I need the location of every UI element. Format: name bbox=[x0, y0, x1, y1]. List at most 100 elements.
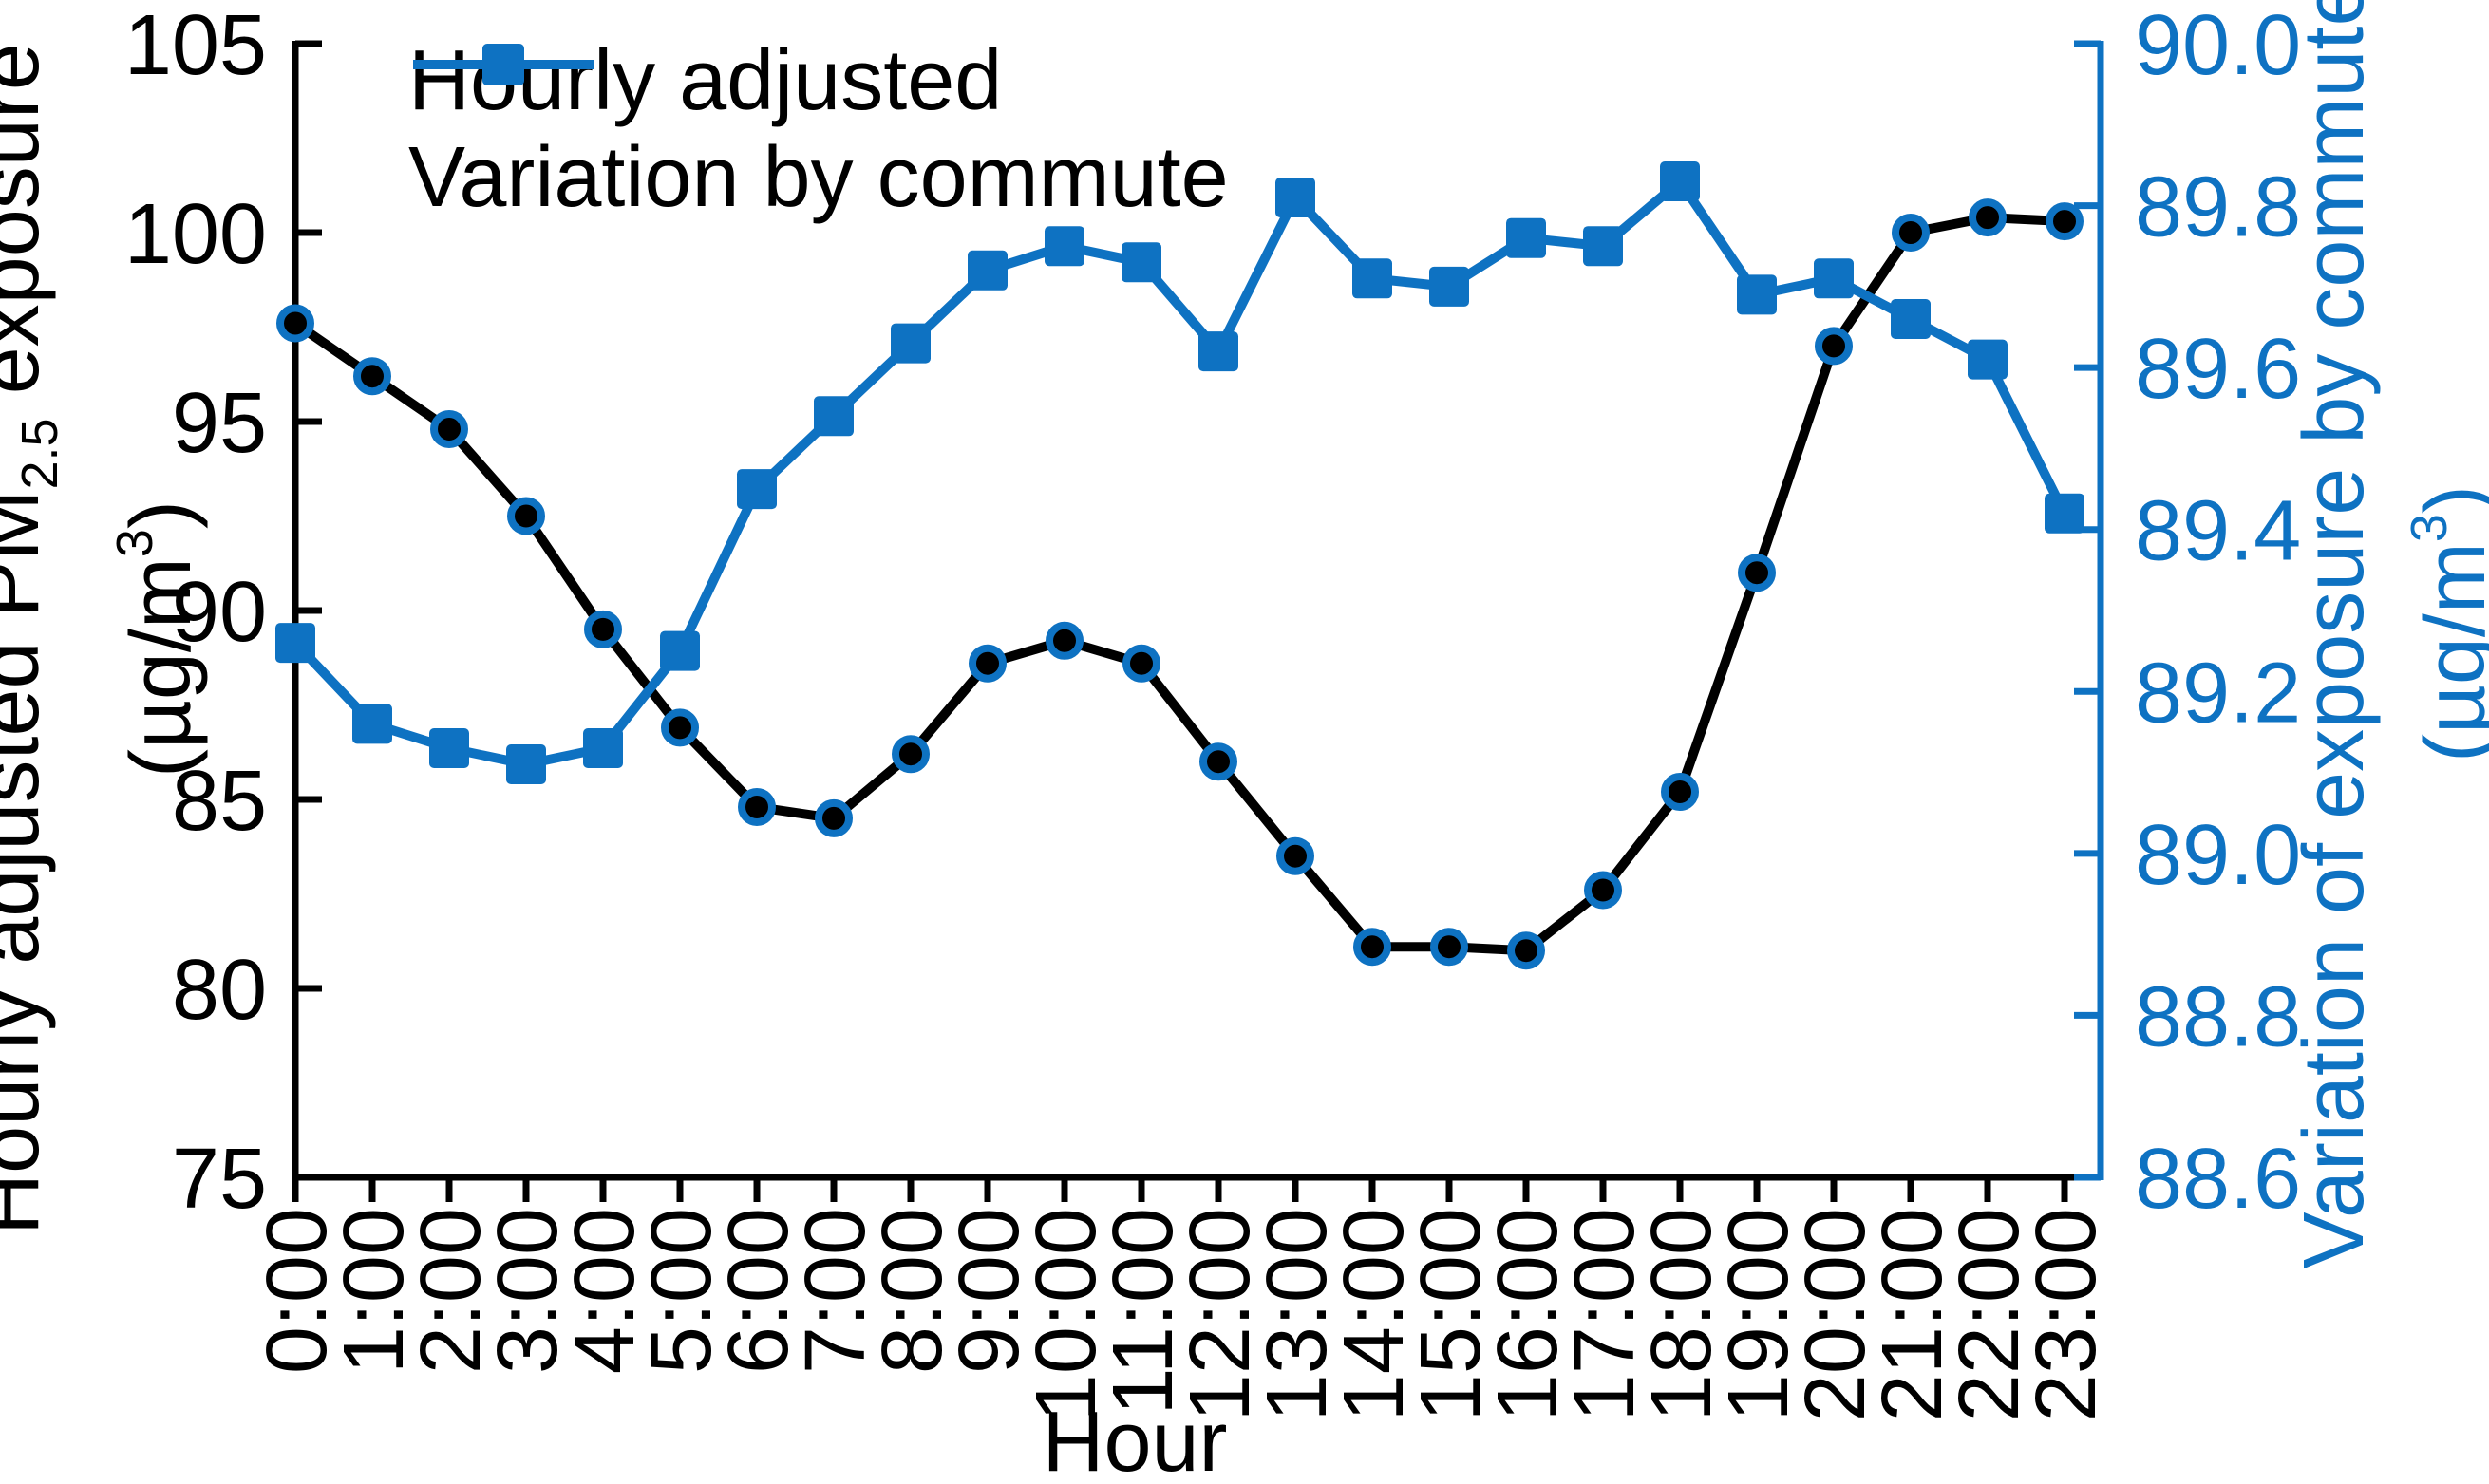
data-point-square bbox=[429, 728, 469, 768]
x-axis-tick-label: 22:00 bbox=[1942, 1208, 2037, 1421]
data-point-circle bbox=[1430, 928, 1468, 967]
right-axis-tick-label: 89.6 bbox=[2135, 322, 2301, 417]
right-axis-tick-label: 90.0 bbox=[2135, 0, 2301, 93]
x-axis-tick-label: 11:00 bbox=[1096, 1208, 1191, 1416]
left-axis-tick-label: 75 bbox=[172, 1132, 267, 1227]
data-point-circle bbox=[507, 497, 545, 535]
data-point-square bbox=[660, 630, 700, 671]
x-axis-tick-label: 3:00 bbox=[481, 1208, 575, 1374]
left-axis-tick-label: 80 bbox=[172, 943, 267, 1038]
data-point-square bbox=[737, 469, 777, 510]
left-axis-tick-label: 95 bbox=[172, 376, 267, 471]
data-point-square bbox=[506, 744, 546, 784]
data-point-square bbox=[1045, 226, 1084, 267]
data-point-circle bbox=[1892, 214, 1930, 252]
data-point-circle bbox=[1815, 327, 1853, 366]
right-axis-tick-label: 89.4 bbox=[2135, 484, 2301, 579]
left-axis-tick-label: 90 bbox=[172, 565, 267, 660]
x-axis-tick-label: 19:00 bbox=[1711, 1208, 1806, 1421]
right-axis-title: Variation of exposure by commute (µg/m3) bbox=[2287, 0, 2489, 1336]
left-axis-title: Hourly adjusted PM2.5 exposure (µg/m3) bbox=[0, 0, 209, 1351]
data-point-circle bbox=[738, 788, 776, 826]
legend-item-variation-by-commute: Variation by commute bbox=[408, 44, 1229, 225]
x-axis-tick-label: 5:00 bbox=[634, 1208, 729, 1374]
data-point-circle bbox=[2046, 202, 2084, 241]
data-point-square bbox=[2045, 493, 2084, 534]
data-point-circle bbox=[1122, 644, 1160, 683]
data-point-square bbox=[1814, 258, 1854, 299]
right-axis-tick-label: 89.8 bbox=[2135, 160, 2301, 255]
data-point-circle bbox=[1738, 554, 1776, 592]
hourly-adjusted-line bbox=[291, 213, 2069, 956]
right-axis-tick-label: 88.6 bbox=[2135, 1132, 2301, 1227]
x-axis-tick-label: 9:00 bbox=[942, 1208, 1037, 1374]
right-axis-tick-label: 88.8 bbox=[2135, 969, 2301, 1064]
left-axis-tick-label: 105 bbox=[124, 0, 267, 93]
data-point-square bbox=[1891, 299, 1931, 339]
legend: Hourly adjusted Variation by commute bbox=[408, 33, 1229, 225]
data-point-circle bbox=[1584, 871, 1622, 910]
legend-label: Variation by commute bbox=[408, 129, 1229, 225]
right-axis-tick-label: 89.2 bbox=[2135, 646, 2301, 741]
data-point-square bbox=[968, 250, 1008, 291]
x-axis-tick-label: 18:00 bbox=[1634, 1208, 1729, 1421]
x-axis-tick-label: 8:00 bbox=[865, 1208, 960, 1374]
data-point-square bbox=[583, 728, 623, 768]
data-point-square bbox=[1506, 217, 1546, 258]
x-axis-tick-label: 1:00 bbox=[327, 1208, 422, 1374]
data-point-circle bbox=[584, 610, 622, 648]
data-point-square bbox=[1429, 266, 1469, 307]
x-axis-tick-label: 14:00 bbox=[1327, 1208, 1422, 1421]
legend-marker-variation-icon bbox=[413, 44, 594, 85]
data-point-square bbox=[275, 623, 315, 664]
x-axis-tick-label: 7:00 bbox=[788, 1208, 883, 1374]
x-axis-title: Hour bbox=[1042, 1395, 1228, 1484]
data-point-circle bbox=[969, 644, 1007, 683]
x-axis-tick-label: 12:00 bbox=[1173, 1208, 1268, 1421]
x-axis-tick-label: 0:00 bbox=[250, 1208, 345, 1374]
data-point-square bbox=[1122, 242, 1161, 283]
left-axis-tick-label: 100 bbox=[124, 187, 267, 282]
data-point-circle bbox=[276, 304, 314, 343]
data-point-circle bbox=[1046, 621, 1084, 660]
right-axis-unit: (µg/m3) bbox=[2401, 485, 2489, 762]
x-axis-tick-label: 20:00 bbox=[1788, 1208, 1883, 1421]
x-axis-tick-label: 23:00 bbox=[2019, 1208, 2114, 1421]
data-point-circle bbox=[815, 798, 853, 837]
x-axis-tick-label: 21:00 bbox=[1865, 1208, 1960, 1421]
data-point-circle bbox=[1661, 773, 1699, 811]
data-point-square bbox=[891, 323, 931, 364]
data-point-square bbox=[1660, 161, 1700, 201]
x-axis-tick-label: 6:00 bbox=[711, 1208, 806, 1374]
data-point-square bbox=[1352, 258, 1392, 299]
data-point-circle bbox=[353, 357, 391, 396]
data-point-square bbox=[352, 704, 392, 744]
data-point-circle bbox=[430, 410, 468, 448]
x-axis-tick-label: 15:00 bbox=[1404, 1208, 1499, 1421]
x-axis-tick-label: 17:00 bbox=[1557, 1208, 1652, 1421]
right-axis-title-line1: Variation of exposure by commute bbox=[2287, 0, 2382, 1269]
data-point-circle bbox=[1969, 198, 2007, 237]
data-point-circle bbox=[1199, 742, 1237, 781]
x-axis-tick-label: 10:00 bbox=[1019, 1208, 1114, 1421]
data-point-circle bbox=[1276, 836, 1314, 875]
data-point-circle bbox=[892, 735, 930, 774]
data-point-square bbox=[1275, 178, 1315, 217]
variation-by-commute-line bbox=[291, 177, 2069, 769]
data-point-square bbox=[1583, 226, 1623, 267]
data-point-square bbox=[1968, 339, 2008, 380]
data-point-circle bbox=[1353, 928, 1391, 967]
left-axis-unit: (µg/m3) bbox=[106, 500, 209, 778]
x-axis-tick-label: 16:00 bbox=[1480, 1208, 1575, 1421]
data-point-square bbox=[1737, 274, 1777, 315]
left-axis-title-line1: Hourly adjusted PM2.5 exposure bbox=[0, 43, 68, 1235]
data-point-circle bbox=[661, 708, 699, 747]
data-point-square bbox=[1198, 331, 1238, 372]
x-axis-tick-label: 4:00 bbox=[557, 1208, 652, 1374]
x-axis-tick-label: 2:00 bbox=[404, 1208, 499, 1374]
data-point-square bbox=[814, 396, 854, 437]
right-axis-tick-label: 89.0 bbox=[2135, 808, 2301, 903]
x-axis-tick-label: 13:00 bbox=[1250, 1208, 1345, 1421]
